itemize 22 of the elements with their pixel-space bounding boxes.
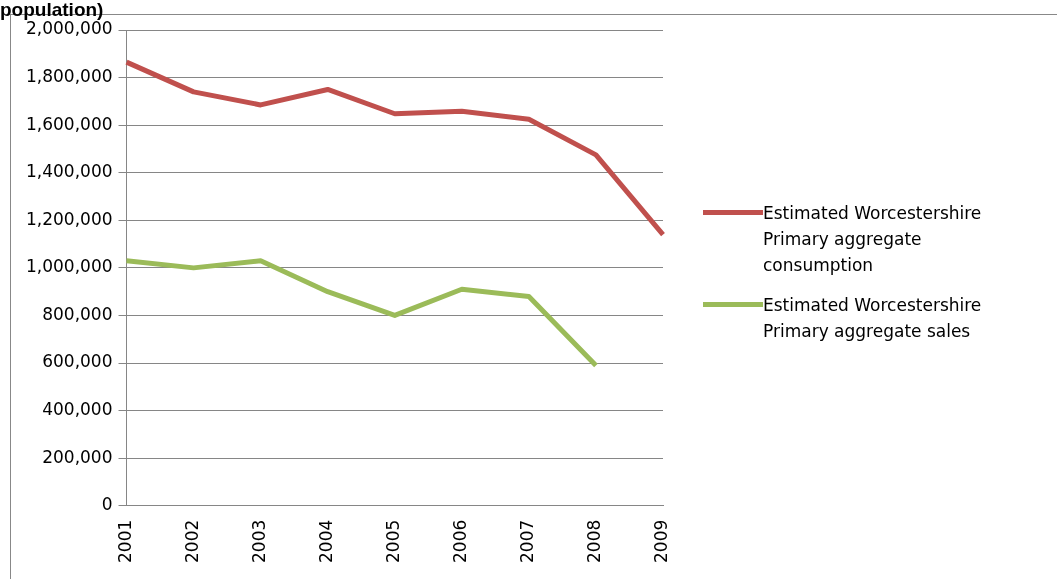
x-tick-label: 2004 xyxy=(316,519,337,563)
y-tick-label: 400,000 xyxy=(42,399,113,420)
x-tick-label: 2001 xyxy=(114,519,135,563)
x-tick-label: 2007 xyxy=(517,519,538,563)
chart-title: population) xyxy=(0,0,104,20)
x-tick-label: 2006 xyxy=(450,519,471,563)
y-tick-label: 600,000 xyxy=(42,351,113,372)
y-tick-label: 200,000 xyxy=(42,446,113,467)
y-tick-label: 1,400,000 xyxy=(25,161,113,182)
x-tick-label: 2005 xyxy=(383,519,404,563)
y-tick-label: 1,200,000 xyxy=(25,208,113,229)
y-tick-label: 800,000 xyxy=(42,303,113,324)
x-tick-label: 2003 xyxy=(249,519,270,563)
legend-label: Estimated Worcestershire Primary aggregate sales xyxy=(763,294,983,343)
legend-label: Estimated Worcestershire Primary aggregate consumption xyxy=(763,202,983,277)
x-tick-label: 2002 xyxy=(182,519,202,563)
x-tick-label: 2008 xyxy=(584,519,605,563)
y-tick-label: 1,800,000 xyxy=(25,66,113,86)
y-tick-label: 0 xyxy=(101,494,113,515)
y-tick-label: 1,000,000 xyxy=(25,256,113,277)
x-tick-label: 2009 xyxy=(651,519,672,563)
y-tick-label: 1,600,000 xyxy=(25,113,113,134)
